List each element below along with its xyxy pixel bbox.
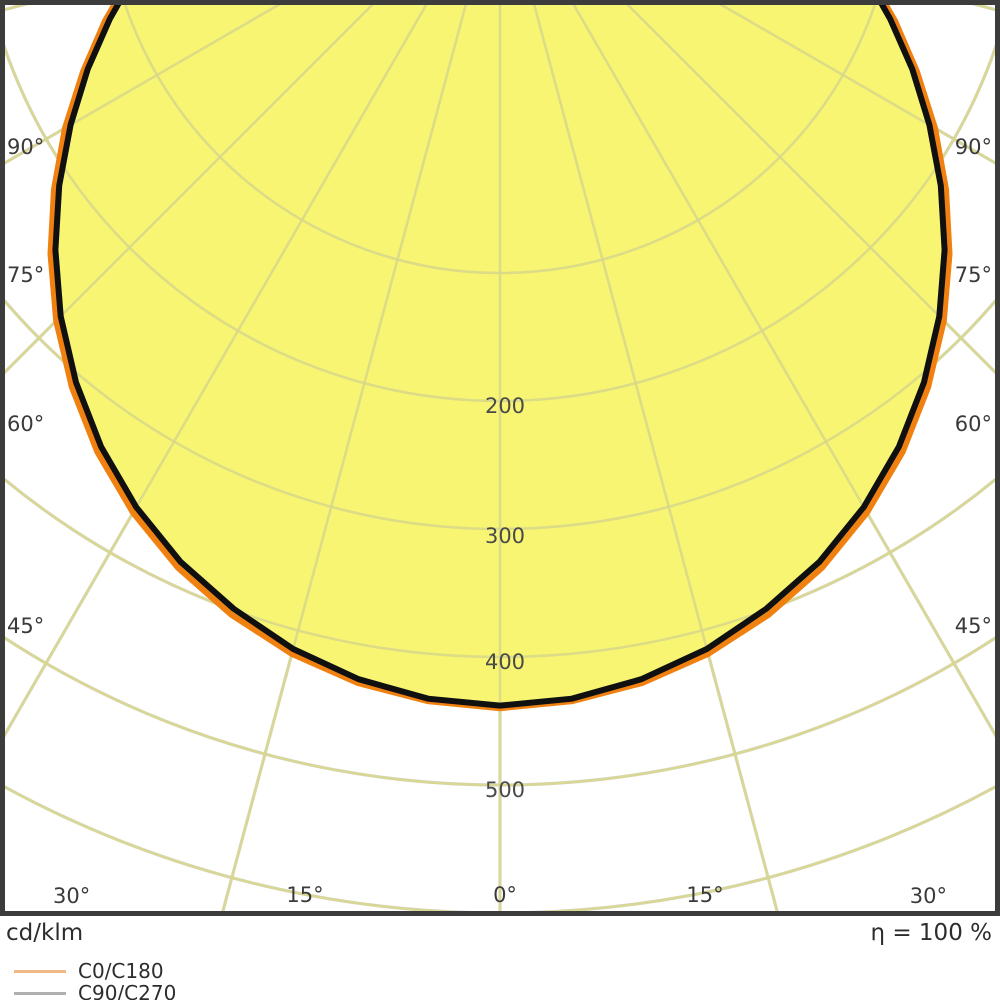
curve-c90-c270 bbox=[52, 5, 948, 709]
legend-item-c90-c270: C90/C270 bbox=[8, 982, 428, 1000]
legend-label-c90-c270: C90/C270 bbox=[78, 981, 177, 1000]
angle-label-left-30: 30° bbox=[53, 884, 91, 908]
unit-label: cd/klm bbox=[6, 920, 84, 946]
angle-label-left-75: 75° bbox=[7, 263, 45, 287]
legend: C0/C180 C90/C270 bbox=[8, 960, 428, 1000]
angle-label-right-45: 45° bbox=[954, 614, 992, 638]
angle-label-bottom-15-left: 15° bbox=[286, 883, 324, 907]
angle-label-right-60: 60° bbox=[954, 412, 992, 436]
radial-label-500: 500 bbox=[484, 778, 526, 802]
legend-swatch-c90-c270 bbox=[14, 991, 66, 995]
angle-label-left-45: 45° bbox=[7, 614, 45, 638]
angle-label-bottom-0: 0° bbox=[493, 883, 517, 907]
angle-label-right-90: 90° bbox=[954, 135, 992, 159]
legend-label-c0-c180: C0/C180 bbox=[78, 959, 164, 983]
radial-label-200: 200 bbox=[484, 394, 526, 418]
angle-label-bottom-15-right: 15° bbox=[686, 883, 724, 907]
angle-label-left-90: 90° bbox=[7, 135, 45, 159]
radial-label-300: 300 bbox=[484, 524, 526, 548]
efficiency-label: η = 100 % bbox=[870, 920, 992, 946]
angle-label-right-75: 75° bbox=[954, 263, 992, 287]
polar-plot-area: 90° 75° 60° 45° 30° 90° 75° 60° 45° 30° … bbox=[0, 0, 1000, 916]
radial-label-400: 400 bbox=[484, 650, 526, 674]
legend-swatch-c0-c180 bbox=[14, 969, 66, 973]
angle-label-right-30: 30° bbox=[909, 884, 947, 908]
chart-footer: cd/klm η = 100 % C0/C180 C90/C270 bbox=[0, 916, 1000, 1000]
legend-item-c0-c180: C0/C180 bbox=[8, 960, 428, 982]
angle-label-left-60: 60° bbox=[7, 412, 45, 436]
polar-plot-svg bbox=[5, 5, 995, 911]
